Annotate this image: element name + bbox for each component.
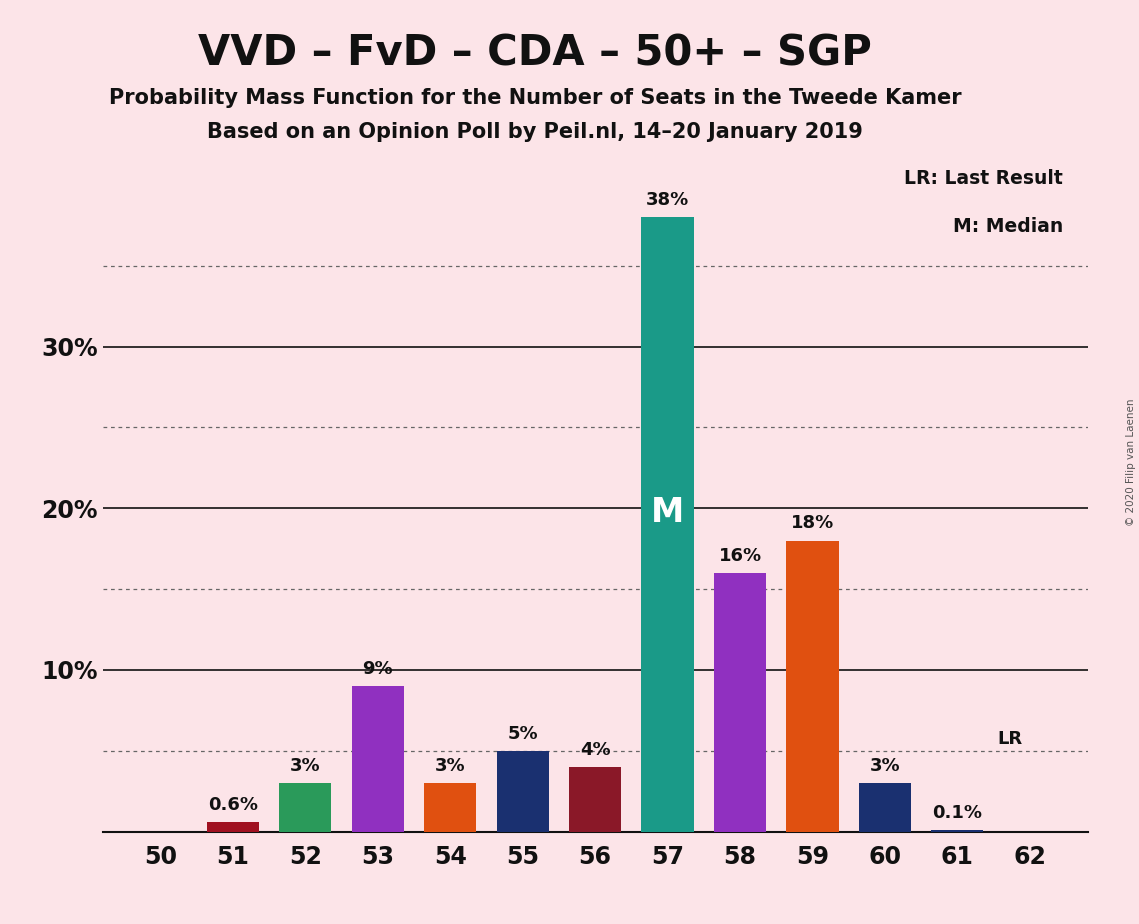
Bar xyxy=(352,686,404,832)
Text: 4%: 4% xyxy=(580,741,611,759)
Bar xyxy=(641,217,694,832)
Text: 18%: 18% xyxy=(790,515,834,532)
Bar xyxy=(714,573,767,832)
Bar xyxy=(859,784,911,832)
Text: 9%: 9% xyxy=(362,660,393,678)
Bar xyxy=(207,822,259,832)
Bar xyxy=(786,541,838,832)
Text: 0.6%: 0.6% xyxy=(208,796,257,814)
Text: Probability Mass Function for the Number of Seats in the Tweede Kamer: Probability Mass Function for the Number… xyxy=(109,88,961,108)
Bar xyxy=(497,750,549,832)
Text: 16%: 16% xyxy=(719,547,762,565)
Text: M: Median: M: Median xyxy=(953,217,1063,236)
Text: Based on an Opinion Poll by Peil.nl, 14–20 January 2019: Based on an Opinion Poll by Peil.nl, 14–… xyxy=(207,122,863,142)
Text: VVD – FvD – CDA – 50+ – SGP: VVD – FvD – CDA – 50+ – SGP xyxy=(198,32,872,74)
Text: LR: LR xyxy=(997,730,1023,748)
Text: 5%: 5% xyxy=(507,724,538,743)
Text: 3%: 3% xyxy=(290,757,321,775)
Text: © 2020 Filip van Laenen: © 2020 Filip van Laenen xyxy=(1126,398,1136,526)
Text: 3%: 3% xyxy=(869,757,900,775)
Bar xyxy=(279,784,331,832)
Bar xyxy=(424,784,476,832)
Bar xyxy=(570,767,621,832)
Bar xyxy=(932,830,983,832)
Text: M: M xyxy=(652,495,685,529)
Text: 38%: 38% xyxy=(646,191,689,209)
Text: 3%: 3% xyxy=(435,757,466,775)
Text: LR: Last Result: LR: Last Result xyxy=(904,169,1063,188)
Text: 0.1%: 0.1% xyxy=(933,804,982,822)
